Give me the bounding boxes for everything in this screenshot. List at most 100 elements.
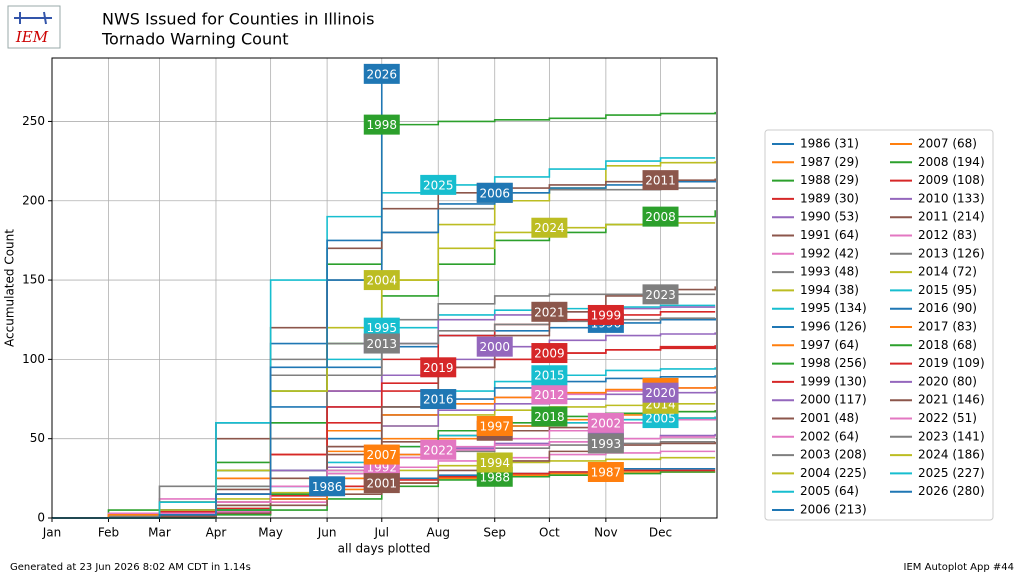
year-label-box	[531, 217, 568, 238]
legend-label: 2018 (68)	[918, 338, 977, 352]
legend-label: 2011 (214)	[918, 210, 985, 224]
legend-label: 2023 (141)	[918, 429, 985, 443]
year-label-box	[420, 439, 457, 460]
legend-frame	[764, 129, 994, 521]
year-label-box	[531, 365, 568, 386]
year-label: 2026	[366, 67, 397, 81]
year-label: 2023	[645, 288, 676, 302]
year-label-box	[642, 382, 679, 403]
year-label: 2011	[645, 174, 676, 188]
legend-label: 2009 (108)	[918, 173, 985, 187]
x-tick-label: Nov	[594, 526, 617, 540]
legend-label: 2005 (64)	[800, 484, 859, 498]
year-label-box	[363, 63, 400, 84]
legend-label: 1997 (64)	[800, 338, 859, 352]
x-tick-label: Jun	[317, 526, 337, 540]
legend-label: 2010 (133)	[918, 191, 985, 205]
year-label: 2022	[423, 443, 454, 457]
year-label-box	[309, 476, 346, 497]
legend-label: 2014 (72)	[918, 265, 977, 279]
year-label: 2016	[423, 393, 454, 407]
x-tick-label: Jan	[42, 526, 62, 540]
year-label: 2000	[479, 340, 510, 354]
x-tick-label: Mar	[148, 526, 171, 540]
legend-label: 1999 (130)	[800, 374, 867, 388]
year-label: 2004	[366, 274, 397, 288]
year-label: 2019	[423, 361, 454, 375]
chart-subtitle: Tornado Warning Count	[101, 30, 289, 49]
footer-right: IEM Autoplot App #44	[904, 562, 1014, 573]
x-tick-label: Dec	[649, 526, 672, 540]
legend-label: 1993 (48)	[800, 265, 859, 279]
legend-label: 2019 (109)	[918, 356, 985, 370]
year-label: 1986	[312, 480, 343, 494]
legend-label: 2002 (64)	[800, 429, 859, 443]
legend-label: 1992 (42)	[800, 246, 859, 260]
year-label: 1995	[366, 321, 397, 335]
year-label-box	[363, 473, 400, 494]
year-label-box	[531, 384, 568, 405]
year-label-box	[587, 433, 624, 454]
x-tick-label: Feb	[98, 526, 119, 540]
legend-label: 2012 (83)	[918, 228, 977, 242]
x-axis-label: all days plotted	[338, 542, 431, 556]
year-label: 2024	[534, 221, 565, 235]
series-line	[52, 286, 716, 519]
legend-label: 1989 (30)	[800, 191, 859, 205]
year-label-box	[420, 357, 457, 378]
legend-label: 2020 (80)	[918, 374, 977, 388]
logo-art	[14, 11, 52, 25]
legend-label: 1986 (31)	[800, 137, 859, 151]
legend-label: 2001 (48)	[800, 411, 859, 425]
plot-frame	[51, 57, 718, 519]
year-label-box	[531, 343, 568, 364]
logo: IEM	[7, 5, 61, 49]
year-label-box	[587, 304, 624, 325]
year-label: 2001	[366, 477, 397, 491]
year-label-box	[587, 462, 624, 482]
legend-label: 2025 (227)	[918, 466, 985, 480]
year-label: 2005	[645, 412, 676, 426]
x-tick-label: Sep	[483, 526, 506, 540]
x-tick-label: Jul	[374, 526, 389, 540]
x-tick-label: May	[258, 526, 283, 540]
year-label: 2002	[591, 416, 622, 430]
legend-label: 1987 (29)	[800, 155, 859, 169]
year-label: 1999	[591, 308, 622, 322]
year-label-box	[363, 444, 400, 465]
legend-label: 2017 (83)	[918, 320, 977, 334]
legend-label: 1988 (29)	[800, 173, 859, 187]
year-label-box	[476, 416, 513, 436]
year-label-box	[642, 170, 679, 191]
x-tick-label: Oct	[539, 526, 560, 540]
y-tick-label: 100	[22, 352, 45, 366]
legend-label: 1995 (134)	[800, 301, 867, 315]
chart-title: NWS Issued for Counties in Illinois	[102, 10, 374, 29]
legend-label: 1996 (126)	[800, 320, 867, 334]
year-label: 2018	[534, 410, 565, 424]
year-label: 2006	[479, 186, 510, 200]
legend-label: 2024 (186)	[918, 448, 985, 462]
x-tick-label: Apr	[206, 526, 227, 540]
year-label-box	[363, 114, 400, 135]
year-label-box	[420, 389, 457, 410]
legend-label: 2021 (146)	[918, 393, 985, 407]
year-label-box	[476, 452, 513, 473]
legend-label: 2004 (225)	[800, 466, 867, 480]
year-label: 2013	[366, 337, 397, 351]
y-tick-label: 250	[22, 114, 45, 128]
year-label: 2020	[645, 386, 676, 400]
legend-label: 2003 (208)	[800, 448, 867, 462]
legend-label: 2007 (68)	[918, 137, 977, 151]
year-label: 1993	[591, 437, 622, 451]
year-label-box	[642, 284, 679, 305]
y-tick-label: 150	[22, 273, 45, 287]
legend-label: 1990 (53)	[800, 210, 859, 224]
legend-label: 2016 (90)	[918, 301, 977, 315]
year-label: 2008	[645, 210, 676, 224]
legend-label: 2006 (213)	[800, 503, 867, 517]
legend-label: 1998 (256)	[800, 356, 867, 370]
year-label: 2025	[423, 178, 454, 192]
legend-label: 2013 (126)	[918, 246, 985, 260]
